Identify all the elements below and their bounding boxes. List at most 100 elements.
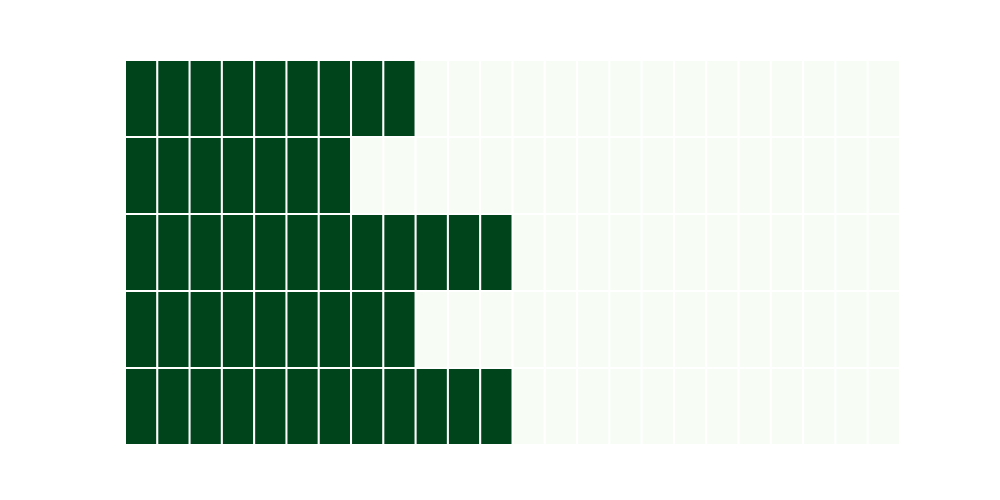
waffle-cell-empty — [672, 213, 708, 292]
waffle-cell-filled — [285, 136, 320, 215]
waffle-cell-empty — [414, 290, 449, 369]
waffle-cell-filled — [124, 367, 159, 446]
waffle-cell-filled — [124, 59, 159, 138]
waffle-cell-filled — [188, 59, 223, 138]
waffle-cell-empty — [511, 59, 546, 138]
waffle-cell-filled — [220, 290, 256, 369]
waffle-cell-empty — [769, 213, 805, 292]
waffle-cell-filled — [253, 290, 288, 369]
waffle-cell-empty — [834, 136, 869, 215]
waffle-cell-empty — [769, 367, 805, 446]
waffle-cell-empty — [672, 367, 708, 446]
waffle-cell-empty — [672, 290, 708, 369]
waffle-cell-empty — [479, 290, 514, 369]
waffle-cell-empty — [543, 136, 579, 215]
waffle-cell-empty — [802, 290, 837, 369]
waffle-cell-filled — [479, 213, 514, 292]
waffle-cell-empty — [769, 59, 805, 138]
waffle-cell-empty — [576, 367, 611, 446]
waffle-cell-empty — [543, 290, 579, 369]
waffle-cell-filled — [285, 59, 320, 138]
waffle-cell-filled — [350, 290, 385, 369]
waffle-cell-filled — [253, 367, 288, 446]
waffle-cell-empty — [479, 59, 514, 138]
waffle-cell-empty — [834, 367, 869, 446]
waffle-cell-filled — [124, 290, 159, 369]
waffle-cell-filled — [188, 136, 223, 215]
waffle-cell-filled — [382, 59, 417, 138]
waffle-cell-empty — [543, 213, 579, 292]
waffle-cell-empty — [640, 59, 675, 138]
waffle-cell-empty — [608, 290, 643, 369]
waffle-cell-filled — [156, 59, 191, 138]
waffle-cell-filled — [156, 290, 191, 369]
waffle-cell-empty — [866, 136, 901, 215]
waffle-cell-filled — [446, 367, 482, 446]
waffle-cell-empty — [737, 367, 772, 446]
waffle-cell-empty — [737, 290, 772, 369]
waffle-cell-filled — [285, 213, 320, 292]
waffle-cell-empty — [705, 290, 740, 369]
waffle-cell-empty — [866, 290, 901, 369]
waffle-cell-empty — [511, 213, 546, 292]
waffle-cell-empty — [834, 290, 869, 369]
waffle-cell-filled — [156, 367, 191, 446]
waffle-cell-empty — [834, 213, 869, 292]
waffle-cell-empty — [705, 213, 740, 292]
waffle-cell-filled — [317, 290, 353, 369]
waffle-cell-filled — [253, 59, 288, 138]
waffle-cell-filled — [479, 367, 514, 446]
waffle-cell-filled — [285, 367, 320, 446]
waffle-cell-empty — [608, 59, 643, 138]
waffle-cell-filled — [317, 367, 353, 446]
waffle-cell-empty — [737, 213, 772, 292]
waffle-cell-empty — [866, 367, 901, 446]
waffle-cell-empty — [640, 290, 675, 369]
waffle-cell-empty — [511, 290, 546, 369]
waffle-cell-empty — [640, 213, 675, 292]
waffle-cell-filled — [156, 136, 191, 215]
waffle-cell-empty — [769, 290, 805, 369]
waffle-cell-empty — [543, 59, 579, 138]
waffle-cell-empty — [576, 213, 611, 292]
waffle-cell-empty — [640, 136, 675, 215]
waffle-cell-filled — [220, 213, 256, 292]
waffle-cell-filled — [188, 213, 223, 292]
waffle-cell-filled — [285, 290, 320, 369]
waffle-cell-empty — [608, 136, 643, 215]
waffle-cell-empty — [802, 367, 837, 446]
waffle-cell-filled — [124, 136, 159, 215]
waffle-cell-filled — [253, 136, 288, 215]
waffle-cell-empty — [511, 136, 546, 215]
waffle-cell-filled — [156, 213, 191, 292]
waffle-cell-filled — [446, 213, 482, 292]
waffle-cell-empty — [802, 136, 837, 215]
waffle-cell-empty — [446, 136, 482, 215]
waffle-cell-empty — [382, 136, 417, 215]
waffle-cell-empty — [446, 59, 482, 138]
waffle-cell-empty — [414, 59, 449, 138]
waffle-cell-empty — [866, 59, 901, 138]
waffle-cell-filled — [188, 290, 223, 369]
waffle-cell-filled — [382, 290, 417, 369]
waffle-cell-filled — [317, 136, 353, 215]
waffle-cell-filled — [253, 213, 288, 292]
waffle-cell-empty — [737, 59, 772, 138]
waffle-cell-empty — [834, 59, 869, 138]
waffle-cell-empty — [802, 59, 837, 138]
waffle-cell-empty — [479, 136, 514, 215]
waffle-cell-empty — [414, 136, 449, 215]
waffle-cell-empty — [446, 290, 482, 369]
waffle-cell-filled — [220, 136, 256, 215]
waffle-cell-empty — [511, 367, 546, 446]
waffle-cell-empty — [705, 59, 740, 138]
waffle-cell-filled — [317, 59, 353, 138]
waffle-cell-empty — [672, 136, 708, 215]
waffle-cell-empty — [640, 367, 675, 446]
waffle-cell-filled — [350, 59, 385, 138]
waffle-cell-empty — [705, 136, 740, 215]
waffle-cell-empty — [672, 59, 708, 138]
waffle-cell-filled — [317, 213, 353, 292]
waffle-cells — [124, 59, 901, 446]
